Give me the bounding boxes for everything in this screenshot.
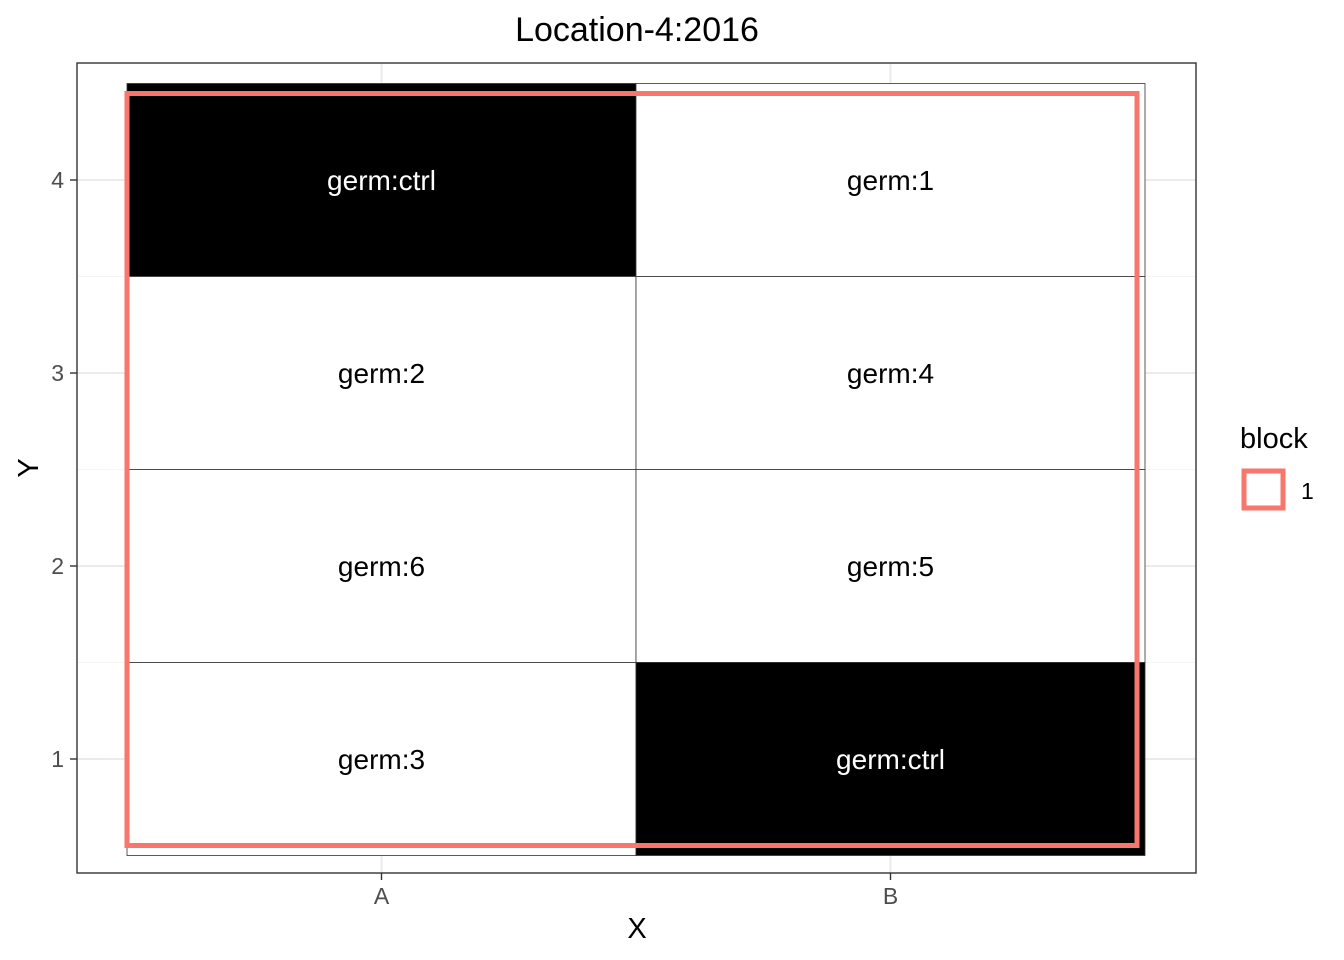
y-tick-label: 4 xyxy=(51,167,64,193)
cell-label: germ:1 xyxy=(847,165,934,196)
legend-title: block xyxy=(1240,423,1308,455)
y-axis: 1 2 3 4 xyxy=(51,167,77,772)
plot-panel: germ:ctrl germ:1 germ:2 germ:4 germ:6 germ:5 g… xyxy=(76,62,1197,874)
cell-label: germ:6 xyxy=(338,551,425,582)
heatmap-cell xyxy=(635,662,1146,856)
heatmap-cell xyxy=(635,83,1146,277)
cell-label: germ:ctrl xyxy=(327,165,436,196)
chart-title: Location-4:2016 xyxy=(515,11,759,49)
cell-label: germ:3 xyxy=(338,744,425,775)
x-tick-label: B xyxy=(883,883,898,909)
heatmap-cell xyxy=(126,83,637,277)
cell-label: germ:2 xyxy=(338,358,425,389)
cell-label: germ:5 xyxy=(847,551,934,582)
heatmap-cell xyxy=(126,469,637,663)
legend-entries: 1 xyxy=(1241,468,1314,511)
block-outlines xyxy=(124,91,1140,848)
cell-labels: germ:ctrl germ:1 germ:2 germ:4 germ:6 germ:5 g… xyxy=(327,165,945,775)
heatmap-cell xyxy=(126,662,637,856)
legend: block 1 xyxy=(1240,423,1314,511)
x-axis-title: X xyxy=(627,913,646,945)
y-axis-title: Y xyxy=(13,458,45,477)
block-outline xyxy=(124,91,1140,848)
heatmap-cell xyxy=(635,276,1146,470)
y-tick-label: 1 xyxy=(51,746,64,772)
y-tick-label: 2 xyxy=(51,553,64,579)
x-tick-label: A xyxy=(374,883,390,909)
y-tick-label: 3 xyxy=(51,360,64,386)
cell-label: germ:ctrl xyxy=(836,744,945,775)
heatmap-cell xyxy=(126,276,637,470)
legend-key xyxy=(1241,468,1286,511)
heatmap-cells xyxy=(126,83,1146,856)
legend-label: 1 xyxy=(1301,478,1314,504)
panel-border xyxy=(76,62,1197,874)
cell-label: germ:4 xyxy=(847,358,934,389)
